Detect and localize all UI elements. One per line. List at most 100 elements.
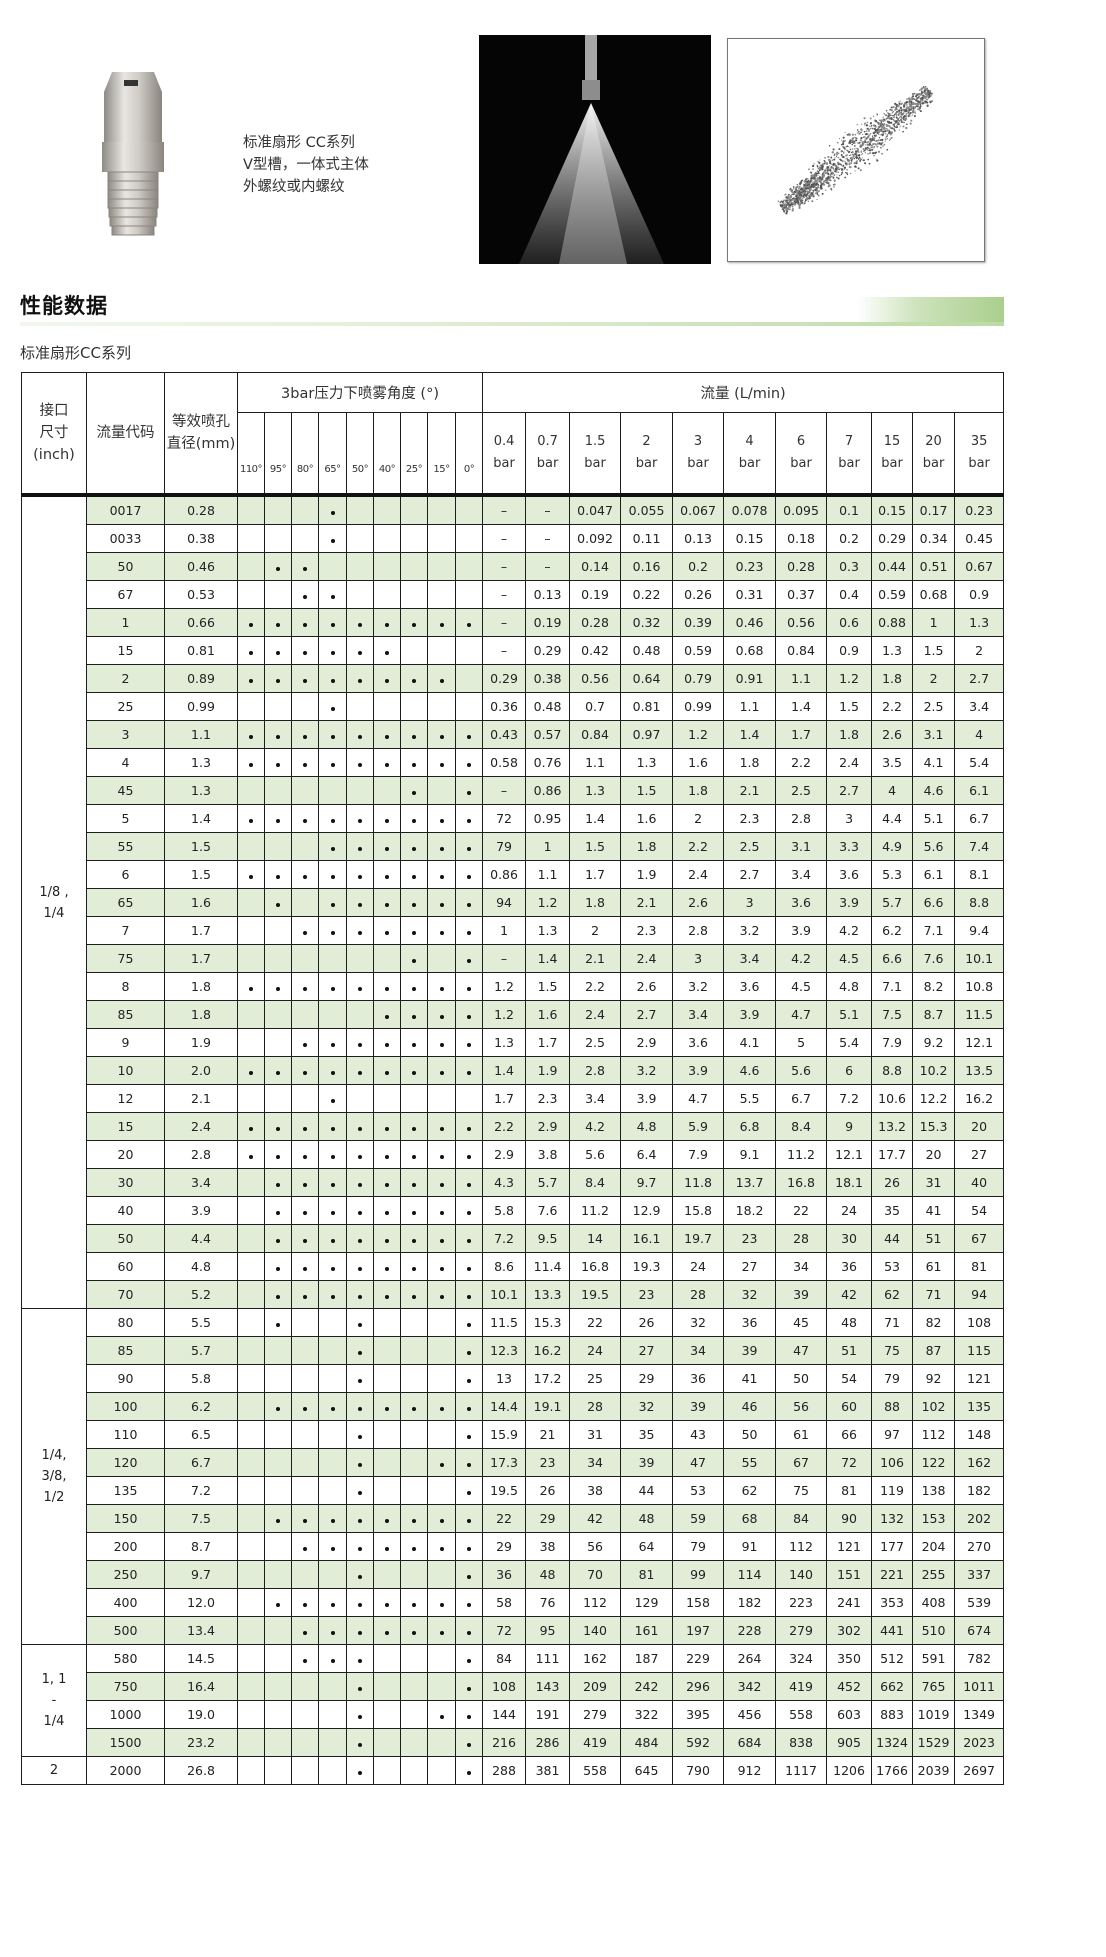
spray-droplet xyxy=(827,181,830,184)
spray-droplet xyxy=(867,141,869,143)
header-pressure-label: 35 bar xyxy=(968,434,990,471)
spray-droplet xyxy=(833,158,836,161)
angle-cell xyxy=(264,1560,292,1589)
available-dot-icon xyxy=(412,875,416,879)
flow-value-cell: 0.59 xyxy=(871,580,914,609)
angle-cell xyxy=(237,692,265,721)
spray-droplet xyxy=(886,129,889,132)
spray-droplet xyxy=(815,182,818,185)
flow-value-cell: 2.9 xyxy=(482,1140,527,1169)
flow-value-cell: 48 xyxy=(525,1560,571,1589)
angle-cell xyxy=(237,493,265,525)
spray-droplet xyxy=(856,132,858,134)
spray-droplet xyxy=(861,141,864,144)
flow-value-cell: 143 xyxy=(525,1672,571,1701)
angle-cell xyxy=(400,860,428,889)
flow-value-cell: 11.4 xyxy=(525,1252,571,1281)
flow-value-cell: 1.4 xyxy=(569,804,622,833)
available-dot-icon xyxy=(412,1043,416,1047)
angle-cell xyxy=(237,1588,265,1617)
angle-cell xyxy=(318,1280,347,1309)
angle-cell xyxy=(454,1168,484,1197)
flow-value-cell: 4.2 xyxy=(569,1112,622,1141)
flow-value-cell: 2.5 xyxy=(569,1028,622,1057)
spray-droplet xyxy=(885,114,887,117)
angle-cell xyxy=(454,1476,484,1505)
angle-cell xyxy=(318,916,347,945)
flow-value-cell: 3.2 xyxy=(672,972,725,1001)
flow-code-cell: 30 xyxy=(86,1168,165,1197)
angle-cell xyxy=(318,1028,347,1057)
flow-value-cell: 15.3 xyxy=(912,1112,956,1141)
flow-value-cell: 76 xyxy=(525,1588,571,1617)
flow-value-cell: 0.6 xyxy=(826,608,873,637)
angle-cell xyxy=(346,493,374,525)
spray-droplet xyxy=(785,197,788,199)
available-dot-icon xyxy=(358,1071,362,1075)
flow-value-cell: 51 xyxy=(912,1224,956,1253)
spray-droplet xyxy=(791,191,793,193)
spray-droplet xyxy=(922,85,925,88)
spray-droplet xyxy=(903,104,906,107)
spray-droplet xyxy=(899,100,901,102)
flow-code-cell: 85 xyxy=(86,1000,165,1029)
flow-value-cell: 20 xyxy=(954,1112,1005,1141)
spray-droplet xyxy=(848,150,851,153)
flow-value-cell: 2.5 xyxy=(912,692,956,721)
spray-droplet xyxy=(860,158,862,161)
spray-droplet xyxy=(830,166,833,168)
orifice-diameter-cell: 1.3 xyxy=(164,776,238,805)
angle-cell xyxy=(373,1224,401,1253)
flow-code-cell: 85 xyxy=(86,1336,165,1365)
spray-droplet xyxy=(907,113,910,115)
spray-droplet xyxy=(811,200,814,203)
angle-cell xyxy=(318,493,347,525)
angle-cell xyxy=(346,636,374,665)
spray-droplet xyxy=(795,188,797,190)
angle-cell xyxy=(291,1672,319,1701)
title-underline xyxy=(20,322,1004,326)
available-dot-icon xyxy=(276,1183,280,1187)
flow-value-cell: 1.3 xyxy=(569,776,622,805)
angle-cell xyxy=(373,1140,401,1169)
available-dot-icon xyxy=(385,623,389,627)
available-dot-icon xyxy=(439,1463,444,1467)
connection-size-cell: 1/8 , 1/4 xyxy=(21,493,87,1309)
spray-droplet xyxy=(845,162,847,164)
angle-cell xyxy=(373,608,401,637)
angle-cell xyxy=(373,1448,401,1477)
flow-value-cell: 765 xyxy=(912,1672,956,1701)
available-dot-icon xyxy=(358,987,362,991)
spray-droplet xyxy=(921,91,924,94)
available-dot-icon xyxy=(276,1603,280,1607)
spray-droplet xyxy=(822,183,824,185)
header-angle: 95° xyxy=(264,412,292,496)
flow-value-cell: 177 xyxy=(871,1532,914,1561)
flow-value-cell: 0.38 xyxy=(525,664,571,693)
orifice-diameter-cell: 1.7 xyxy=(164,944,238,973)
flow-value-cell: 54 xyxy=(954,1196,1005,1225)
angle-cell xyxy=(373,524,401,553)
angle-cell xyxy=(454,1112,484,1141)
spray-droplet xyxy=(817,194,820,197)
angle-cell xyxy=(291,804,319,833)
angle-cell xyxy=(427,1224,456,1253)
flow-value-cell: 1 xyxy=(912,608,956,637)
spray-droplet xyxy=(782,207,784,210)
table-row: 120 6.7 17.3 23 34 39 47 55 67 72 106 122 162 xyxy=(22,1448,1005,1477)
flow-value-cell: 7.1 xyxy=(871,972,914,1001)
flow-value-cell: 15.8 xyxy=(672,1196,725,1225)
spray-droplet xyxy=(812,168,814,171)
angle-cell xyxy=(318,776,347,805)
available-dot-icon xyxy=(467,1295,472,1299)
spray-droplet xyxy=(906,123,908,126)
spray-droplet xyxy=(927,97,929,99)
spray-droplet xyxy=(838,174,841,177)
flow-value-cell: 32 xyxy=(620,1392,674,1421)
spray-droplet xyxy=(845,172,847,174)
angle-cell xyxy=(373,1392,401,1421)
available-dot-icon xyxy=(467,1687,472,1691)
flow-value-cell: 1.5 xyxy=(620,776,674,805)
angle-cell xyxy=(264,1084,292,1113)
flow-value-cell: 10.1 xyxy=(482,1280,527,1309)
